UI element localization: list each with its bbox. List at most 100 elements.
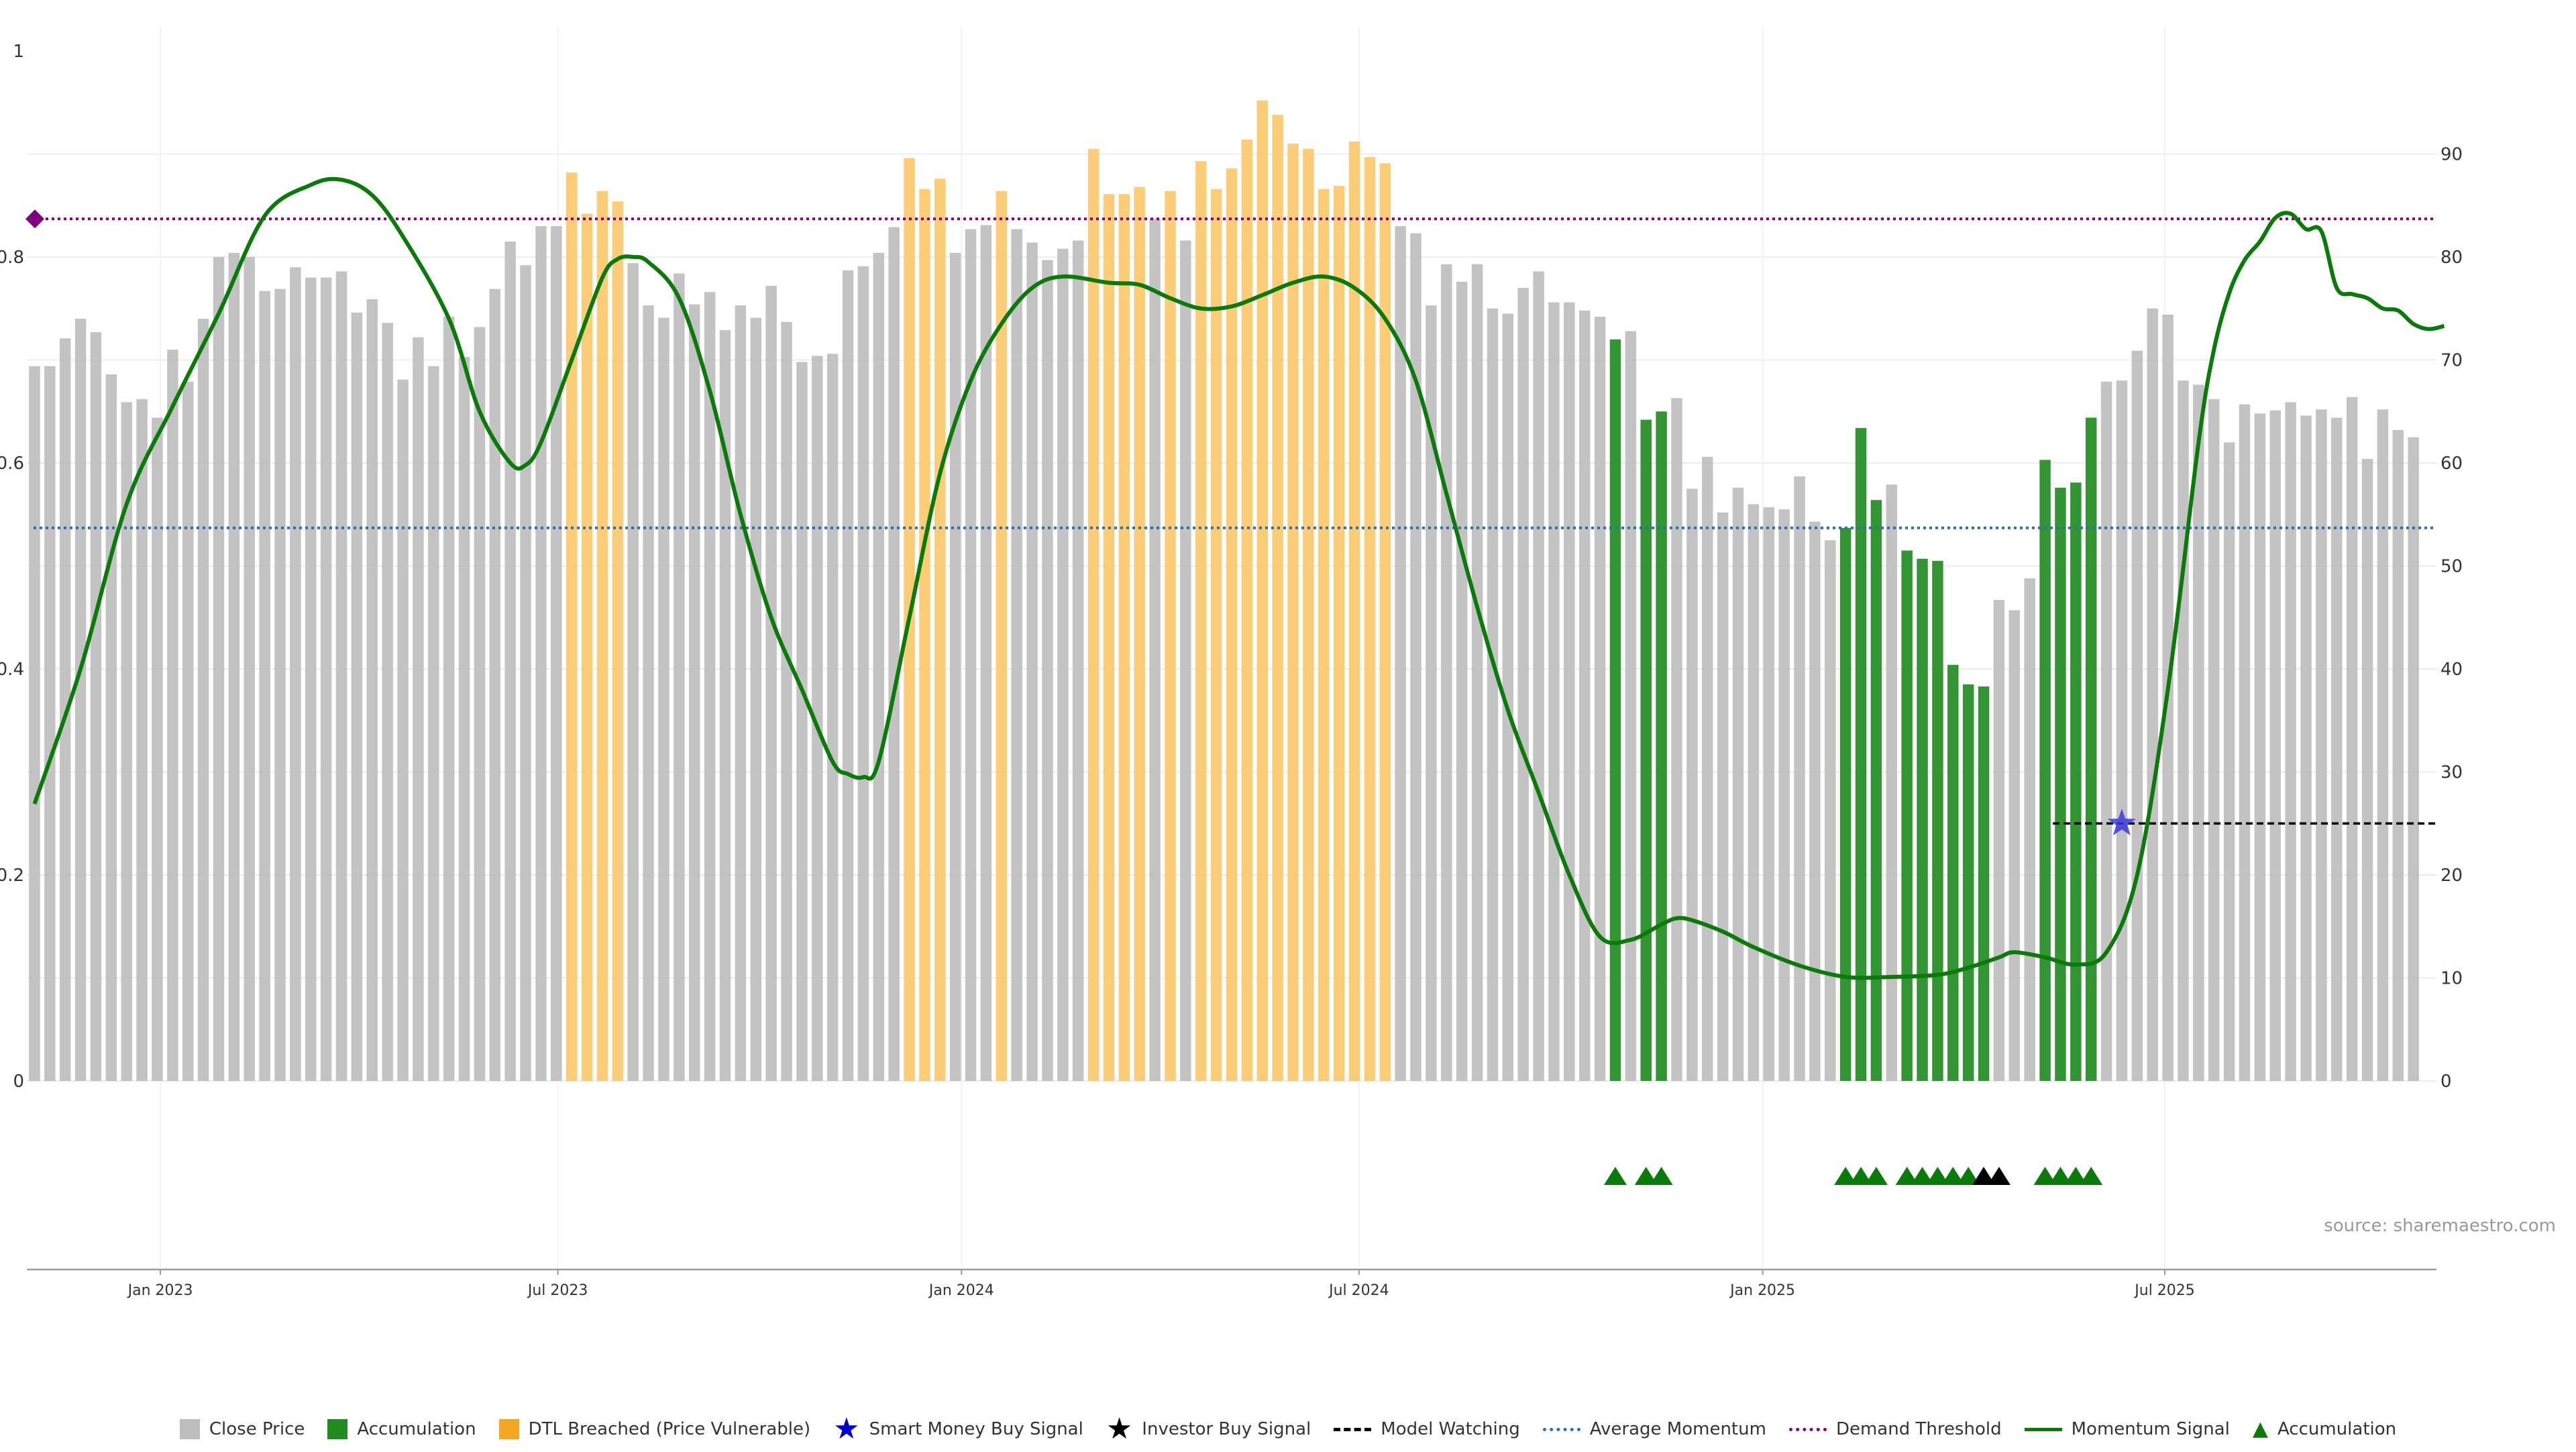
dtl-breached-bar bbox=[596, 191, 608, 1081]
close-price-bar bbox=[704, 292, 716, 1082]
close-price-bar bbox=[197, 319, 209, 1082]
legend-label: Smart Money Buy Signal bbox=[869, 1419, 1083, 1439]
close-price-bar bbox=[1748, 504, 1760, 1081]
accumulation-marker bbox=[1926, 1167, 1949, 1185]
close-price-bar bbox=[1533, 271, 1544, 1081]
legend-label: DTL Breached (Price Vulnerable) bbox=[528, 1419, 811, 1439]
smart-money-buy-star bbox=[2108, 809, 2136, 835]
close-price-bar bbox=[259, 291, 270, 1081]
legend-item: Accumulation bbox=[327, 1419, 476, 1439]
close-price-bar bbox=[121, 402, 132, 1081]
close-price-bar bbox=[842, 270, 854, 1082]
right-tick-label: 20 bbox=[2440, 866, 2463, 886]
close-price-bar bbox=[1395, 225, 1406, 1082]
close-price-bar bbox=[74, 319, 87, 1082]
source-label: source: sharemaestro.com bbox=[2324, 1216, 2556, 1236]
dtl-breached-bar bbox=[1364, 157, 1376, 1082]
close-price-bar bbox=[397, 379, 409, 1081]
dtl-breached-bar bbox=[1333, 186, 1345, 1082]
legend-label: Momentum Signal bbox=[2071, 1419, 2230, 1439]
close-price-bar bbox=[1149, 219, 1161, 1082]
close-price-bar bbox=[1426, 305, 1437, 1081]
close-price-bar bbox=[2131, 350, 2143, 1081]
accumulation-bar bbox=[1609, 339, 1621, 1081]
legend-swatch: ★ bbox=[1106, 1412, 1133, 1446]
close-price-bar bbox=[1456, 281, 1468, 1082]
close-price-bar bbox=[2008, 610, 2021, 1081]
close-price-bar bbox=[1410, 233, 1421, 1081]
legend-label: Investor Buy Signal bbox=[1142, 1419, 1311, 1439]
dtl-breached-bar bbox=[1241, 140, 1253, 1081]
close-price-bar bbox=[888, 227, 900, 1081]
close-price-bar bbox=[949, 252, 961, 1081]
right-tick-label: 50 bbox=[2440, 557, 2463, 577]
close-price-bar bbox=[627, 263, 639, 1082]
close-price-bar bbox=[1686, 488, 1698, 1081]
legend-item: DTL Breached (Price Vulnerable) bbox=[498, 1419, 811, 1439]
close-price-bar bbox=[658, 317, 669, 1082]
legend-item: Model Watching bbox=[1334, 1419, 1520, 1439]
close-price-bar bbox=[1594, 317, 1606, 1081]
close-price-bar bbox=[796, 362, 808, 1081]
close-price-bar bbox=[335, 271, 347, 1081]
accumulation-marker bbox=[1849, 1167, 1873, 1185]
left-tick-label: 0.6 bbox=[0, 454, 24, 474]
legend-swatch bbox=[179, 1419, 200, 1439]
left-tick-label: 0.2 bbox=[0, 866, 24, 886]
close-price-bar bbox=[1441, 264, 1452, 1081]
reference-lines bbox=[25, 209, 2436, 825]
left-tick-label: 0.8 bbox=[0, 248, 24, 268]
close-price-bar bbox=[688, 304, 700, 1081]
accumulation-marker bbox=[1864, 1167, 1888, 1185]
x-tick-label: Jul 2025 bbox=[2133, 1282, 2195, 1299]
close-price-bar bbox=[750, 317, 761, 1082]
right-tick-label: 40 bbox=[2440, 660, 2463, 680]
left-tick-label: 0 bbox=[13, 1072, 24, 1092]
right-tick-label: 90 bbox=[2440, 145, 2463, 165]
dtl-breached-bar bbox=[1134, 187, 1145, 1081]
close-price-bar bbox=[2269, 410, 2282, 1081]
close-price-bar bbox=[2361, 458, 2373, 1081]
close-price-bar bbox=[2392, 429, 2404, 1081]
legend-swatch bbox=[1334, 1427, 1372, 1431]
close-price-bar bbox=[443, 317, 455, 1081]
legend-swatch bbox=[498, 1419, 519, 1439]
close-price-bar bbox=[1886, 484, 1898, 1081]
close-price-bar bbox=[719, 329, 731, 1081]
legend-swatch: ▲ bbox=[2252, 1417, 2268, 1441]
close-price-bar bbox=[1502, 313, 1514, 1081]
close-price-bar bbox=[244, 257, 255, 1081]
accumulation-bar bbox=[1901, 550, 1913, 1081]
close-price-bar bbox=[428, 366, 439, 1082]
left-tick-label: 0.4 bbox=[0, 660, 24, 680]
dtl-breached-bar bbox=[1256, 100, 1268, 1082]
momentum-signal-line bbox=[32, 176, 2445, 980]
accumulation-bar bbox=[1839, 527, 1851, 1081]
close-price-bar bbox=[1671, 398, 1682, 1081]
close-price-bar bbox=[551, 225, 562, 1082]
dtl-breached-bar bbox=[612, 201, 624, 1081]
close-price-bar bbox=[2208, 399, 2220, 1081]
close-price-bar bbox=[2100, 381, 2112, 1081]
demand-threshold-diamond bbox=[25, 209, 44, 229]
close-price-bar bbox=[2178, 380, 2189, 1082]
dtl-breached-bar bbox=[996, 191, 1008, 1081]
close-price-bar bbox=[1993, 600, 2005, 1081]
close-price-bar bbox=[105, 374, 117, 1081]
accumulation-marker bbox=[1650, 1167, 1673, 1185]
dtl-breached-bar bbox=[581, 213, 593, 1081]
close-price-bar bbox=[1548, 302, 1560, 1081]
dtl-breached-bar bbox=[1210, 189, 1222, 1082]
accumulation-bar bbox=[1640, 419, 1652, 1081]
close-price-bar bbox=[1487, 308, 1499, 1081]
legend-swatch bbox=[2024, 1427, 2062, 1431]
accumulation-bar bbox=[1962, 684, 1974, 1081]
signal-markers bbox=[2108, 809, 2136, 835]
close-price-bar bbox=[1778, 509, 1790, 1081]
close-price-bar bbox=[2377, 409, 2389, 1081]
accumulation-bar bbox=[1870, 500, 1882, 1081]
close-price-bar bbox=[1578, 310, 1591, 1081]
close-price-bar bbox=[474, 327, 486, 1081]
close-price-bar bbox=[1794, 476, 1805, 1081]
